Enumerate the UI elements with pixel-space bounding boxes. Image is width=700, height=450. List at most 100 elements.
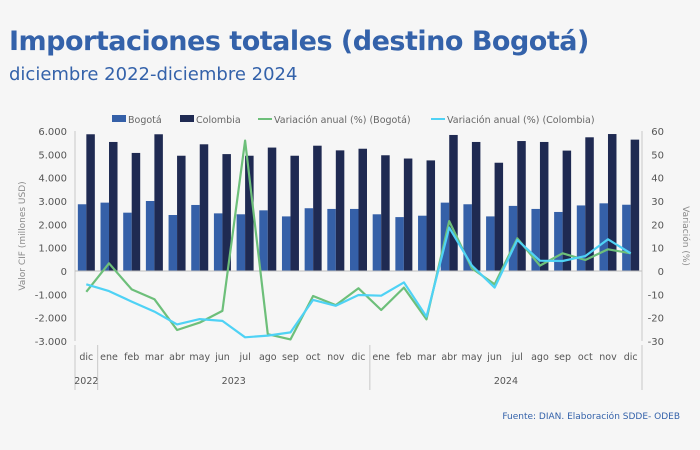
bar-bogota	[508, 205, 518, 271]
y-right-tick-label: -10	[648, 290, 664, 301]
y-tick-label: 2.000	[38, 220, 67, 231]
bar-colombia	[517, 141, 526, 271]
y-right-tick-label: 10	[651, 244, 664, 255]
x-tick-label: abr	[169, 352, 185, 363]
x-tick-label: sep	[554, 352, 571, 363]
y-tick-label: 1.000	[38, 244, 67, 255]
bar-bogota	[463, 204, 472, 271]
bar-colombia	[607, 134, 617, 271]
bar-bogota	[531, 208, 540, 271]
x-tick-label: feb	[396, 352, 411, 363]
x-tick-label: mar	[417, 352, 436, 363]
bar-colombia	[494, 162, 504, 271]
x-tick-label: jul	[511, 352, 523, 363]
y-tick-label: 4.000	[38, 174, 67, 185]
bar-colombia	[154, 134, 163, 271]
x-tick-label: nov	[327, 352, 345, 363]
x-tick-label: dic	[79, 352, 93, 363]
chart-title: Importaciones totales (destino Bogotá)	[9, 26, 589, 57]
legend-label: Colombia	[196, 115, 241, 126]
y-right-tick-label: 50	[651, 150, 664, 161]
x-tick-label: ago	[259, 352, 277, 363]
legend-swatch	[180, 115, 194, 122]
bar-bogota	[259, 210, 268, 271]
legend-label: Variación anual (%) (Bogotá)	[274, 115, 411, 126]
legend-label: Variación anual (%) (Colombia)	[447, 115, 595, 126]
bar-colombia	[335, 150, 345, 271]
bar-colombia	[86, 134, 95, 271]
bar-colombia	[177, 155, 186, 271]
year-label: 2023	[222, 376, 246, 387]
bar-bogota	[372, 214, 382, 271]
bar-colombia	[562, 150, 572, 271]
y-right-tick-label: 20	[651, 220, 664, 231]
bar-colombia	[358, 148, 367, 271]
bar-bogota	[327, 208, 336, 271]
x-tick-label: may	[189, 352, 210, 363]
bar-bogota	[576, 205, 586, 271]
bar-bogota	[236, 214, 246, 271]
source-note: Fuente: DIAN. Elaboración SDDE- ODEB	[502, 412, 680, 422]
bar-bogota	[418, 215, 427, 271]
bar-colombia	[222, 154, 231, 271]
year-label: 2022	[74, 376, 98, 387]
bar-colombia	[245, 155, 254, 271]
x-tick-label: nov	[599, 352, 617, 363]
x-tick-label: jun	[214, 352, 230, 363]
y-tick-label: -1.000	[35, 290, 67, 301]
x-tick-label: feb	[124, 352, 139, 363]
x-tick-label: mar	[145, 352, 164, 363]
bar-colombia	[109, 141, 118, 271]
x-tick-label: may	[462, 352, 483, 363]
y-axis-label: Valor CIF (millones USD)	[18, 181, 28, 290]
y-right-tick-label: -20	[648, 314, 664, 325]
x-tick-label: sep	[282, 352, 299, 363]
x-tick-label: dic	[352, 352, 366, 363]
bar-colombia	[199, 144, 209, 271]
y-tick-label: 0	[61, 267, 67, 278]
y-tick-label: 5.000	[38, 150, 67, 161]
bar-bogota	[350, 208, 359, 271]
bar-colombia	[267, 147, 277, 271]
bar-bogota	[281, 216, 291, 271]
bar-colombia	[131, 152, 141, 271]
bar-bogota	[168, 215, 178, 271]
bar-bogota	[100, 202, 110, 271]
y-right-tick-label: -30	[648, 337, 664, 348]
bar-colombia	[290, 155, 299, 271]
bar-bogota	[77, 204, 87, 271]
y-tick-label: -3.000	[35, 337, 67, 348]
x-tick-label: abr	[441, 352, 457, 363]
bar-bogota	[599, 203, 608, 271]
bar-colombia	[539, 141, 549, 271]
x-tick-label: dic	[624, 352, 638, 363]
bar-bogota	[395, 217, 404, 271]
y-tick-label: 6.000	[38, 127, 67, 138]
bar-bogota	[486, 216, 495, 271]
legend-label: Bogotá	[128, 115, 162, 126]
bar-colombia	[471, 141, 481, 271]
bar-colombia	[403, 158, 413, 271]
year-label: 2024	[494, 376, 518, 387]
y-right-tick-label: 40	[651, 174, 664, 185]
y-right-axis-label: Variación (%)	[680, 206, 691, 266]
bar-colombia	[381, 155, 390, 271]
bar-colombia	[313, 145, 322, 271]
x-tick-label: jun	[486, 352, 502, 363]
x-tick-label: oct	[306, 352, 321, 363]
legend-swatch	[112, 115, 126, 122]
x-tick-label: oct	[578, 352, 593, 363]
bar-bogota	[213, 213, 223, 271]
bar-bogota	[554, 211, 563, 271]
bar-colombia	[426, 160, 436, 271]
bar-colombia	[585, 137, 594, 271]
y-right-tick-label: 0	[658, 267, 664, 278]
bar-colombia	[630, 139, 640, 271]
x-tick-label: ago	[531, 352, 549, 363]
bar-bogota	[304, 208, 314, 271]
chart-subtitle: diciembre 2022-diciembre 2024	[9, 64, 298, 85]
y-tick-label: -2.000	[35, 314, 67, 325]
x-tick-label: jul	[238, 352, 250, 363]
bar-bogota	[145, 201, 155, 271]
